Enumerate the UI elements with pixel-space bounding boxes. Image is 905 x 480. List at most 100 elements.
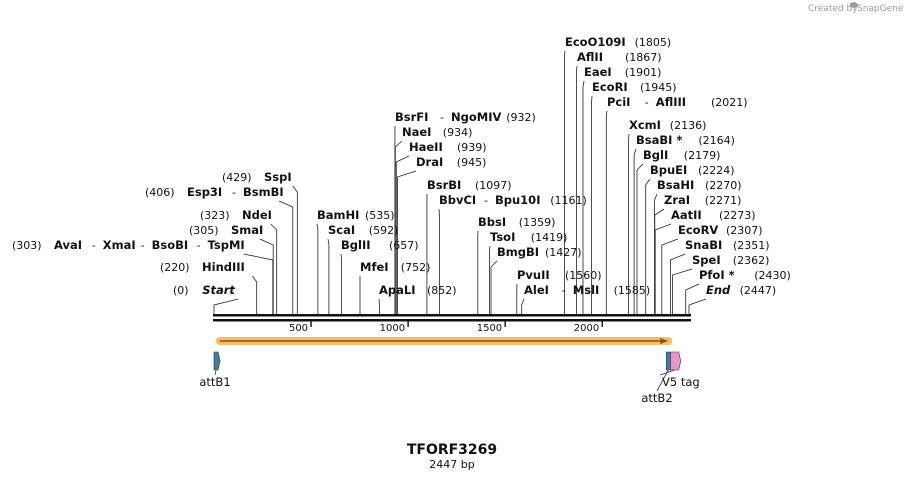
site-label-bsrbi[interactable]: BsrBI (1097) [427, 178, 512, 192]
feature-leader [656, 369, 669, 392]
enzyme-name: BsrBI [427, 178, 461, 192]
site-label-pfoi[interactable]: PfoI * (2430) [699, 268, 791, 282]
site-line-sspi [292, 185, 298, 314]
site-label-bgli[interactable]: BglI (2179) [643, 148, 720, 162]
site-label-xcmi[interactable]: XcmI (2136) [629, 118, 706, 132]
site-position: (2021) [711, 96, 748, 109]
site-position: (1359) [519, 216, 556, 229]
site-label-drai[interactable]: DraI (945) [416, 155, 486, 169]
enzyme-name: BsoBI [152, 238, 189, 252]
site-position: (1945) [640, 81, 677, 94]
brand-text: SnapGene [857, 4, 904, 14]
site-label-ecoo109i[interactable]: EcoO109I (1805) [565, 35, 671, 49]
enzyme-name: NaeI [402, 125, 431, 139]
site-line-smai [259, 238, 274, 314]
enzyme-name: End [706, 283, 731, 297]
site-position: (752) [401, 261, 431, 274]
site-label-bsabi[interactable]: BsaBI * (2164) [636, 133, 735, 147]
site-label-tsoi[interactable]: TsoI (1419) [490, 230, 567, 244]
enzyme-name: BglII [341, 238, 371, 252]
enzyme-name: BsaHI [657, 178, 694, 192]
site-position: (1805) [635, 36, 672, 49]
enzyme-name: SnaBI [685, 238, 722, 252]
site-label-ecorv[interactable]: EcoRV (2307) [678, 223, 763, 237]
site-label-smai[interactable]: (305) SmaI [189, 223, 263, 237]
site-label-ndei[interactable]: (323) NdeI [200, 208, 272, 222]
site-line-bmgbi [490, 260, 498, 314]
enzyme-name: PfoI * [699, 268, 735, 282]
site-label-spei[interactable]: SpeI (2362) [692, 253, 769, 267]
enzyme-name: Esp3I [187, 185, 222, 199]
site-label-naei[interactable]: NaeI (934) [402, 125, 472, 139]
backbone-bottom-strand [213, 319, 691, 322]
site-label-snabi[interactable]: SnaBI (2351) [685, 238, 770, 252]
feature-attb1[interactable]: attB1 [199, 351, 231, 389]
enzyme-name: Bpu10I [495, 193, 540, 207]
site-separator: - [562, 284, 566, 297]
site-label-zrai[interactable]: ZraI (2271) [664, 193, 741, 207]
enzyme-name: NgoMIV [451, 110, 501, 124]
enzyme-name: ApaLI [379, 283, 416, 297]
site-label-hindiii[interactable]: (220) HindIII [160, 260, 245, 274]
site-label-mfei[interactable]: MfeI (752) [360, 260, 430, 274]
site-label-alei[interactable]: AleI - MslI (1585) [524, 283, 650, 297]
site-label-bmgbi[interactable]: BmgBI (1427) [497, 245, 582, 259]
site-line-bsabi [633, 148, 637, 314]
enzyme-name: SspI [264, 170, 292, 184]
snapgene-logo: SnapGene [850, 2, 904, 14]
enzyme-name: AflII [577, 50, 603, 64]
enzyme-name: BbsI [478, 215, 506, 229]
enzyme-name: BsrFI [395, 110, 428, 124]
site-label-esp3i[interactable]: (406) Esp3I - BsmBI [145, 185, 284, 199]
feature-v5-tag[interactable]: V5 tag [659, 351, 700, 389]
site-label-avai[interactable]: (303) AvaI - XmaI - BsoBI - TspMI [12, 238, 245, 252]
feature-shape [213, 351, 221, 371]
site-position: (2179) [684, 149, 721, 162]
site-position: (0) [173, 284, 189, 297]
orf-arrowhead [660, 338, 669, 344]
site-line-ecoo109i [564, 50, 566, 314]
enzyme-name: BglI [643, 148, 668, 162]
enzyme-name: PciI [607, 95, 630, 109]
site-position: (406) [145, 186, 175, 199]
site-label-bsahi[interactable]: BsaHI (2270) [657, 178, 742, 192]
site-line-end [688, 298, 707, 314]
enzyme-name: BsmBI [243, 185, 284, 199]
site-label-eaei[interactable]: EaeI (1901) [584, 65, 661, 79]
enzyme-name: ZraI [664, 193, 690, 207]
enzyme-name: TspMI [208, 238, 245, 252]
site-label-bamhi[interactable]: BamHI (535) [317, 208, 395, 222]
feature-leader [659, 369, 675, 376]
site-label-pcii[interactable]: PciI - AflIII (2021) [607, 95, 748, 109]
site-label-bsrfi[interactable]: BsrFI - NgoMIV (932) [395, 110, 536, 124]
site-label-bpuei[interactable]: BpuEI (2224) [650, 163, 735, 177]
site-label-bbsi[interactable]: BbsI (1359) [478, 215, 555, 229]
site-label-sspi[interactable]: (429) SspI [222, 170, 292, 184]
site-label-aflii[interactable]: AflII (1867) [577, 50, 662, 64]
site-label-aatii[interactable]: AatII (2273) [671, 208, 756, 222]
site-label-bbvci[interactable]: BbvCI - Bpu10I (1161) [439, 193, 587, 207]
site-line-bpuei [645, 178, 651, 314]
site-label-apali[interactable]: ApaLI (852) [379, 283, 457, 297]
site-line-pfoi [685, 283, 700, 314]
orf-arrow[interactable] [215, 337, 673, 345]
site-label-haeii[interactable]: HaeII (939) [409, 140, 487, 154]
enzyme-name: NdeI [242, 208, 272, 222]
enzyme-name: ScaI [328, 223, 355, 237]
site-position: (939) [457, 141, 487, 154]
site-label-bglii[interactable]: BglII (657) [341, 238, 419, 252]
site-label-start[interactable]: (0) Start [173, 283, 235, 297]
feature-label: attB2 [641, 391, 672, 405]
site-label-end[interactable]: End (2447) [706, 283, 776, 297]
site-position: (932) [506, 111, 536, 124]
site-label-scai[interactable]: ScaI (592) [328, 223, 398, 237]
sequence-backbone [213, 314, 691, 322]
enzyme-name: EcoRI [592, 80, 628, 94]
site-label-ecori[interactable]: EcoRI (1945) [592, 80, 677, 94]
site-label-pvuii[interactable]: PvuII (1560) [517, 268, 602, 282]
feature-label: V5 tag [662, 375, 700, 389]
site-position: (2351) [733, 239, 770, 252]
site-position: (2362) [733, 254, 770, 267]
site-line-haeii [395, 155, 410, 314]
site-position: (2307) [726, 224, 763, 237]
